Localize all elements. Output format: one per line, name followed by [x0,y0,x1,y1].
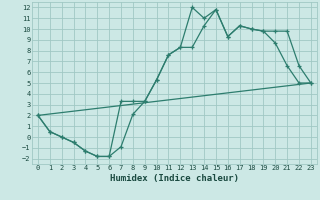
X-axis label: Humidex (Indice chaleur): Humidex (Indice chaleur) [110,174,239,183]
